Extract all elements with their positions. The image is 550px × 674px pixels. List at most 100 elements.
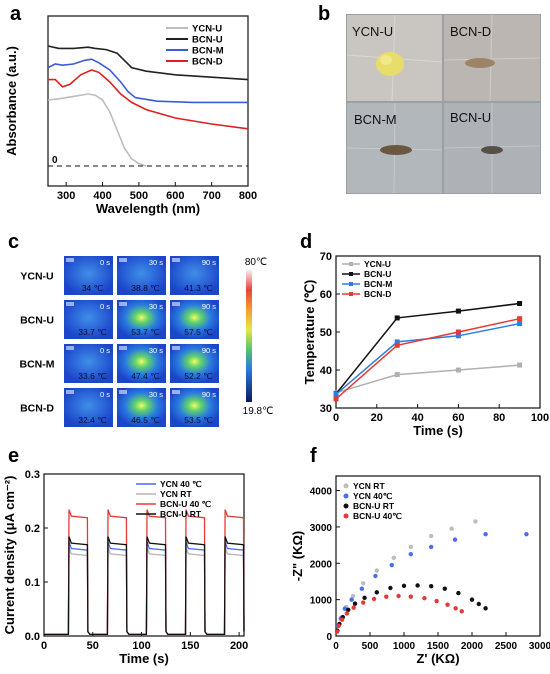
chart-f-point: [445, 602, 450, 607]
chart-f-point: [339, 617, 345, 622]
chart-f-point: [396, 593, 401, 599]
chart-d-ylabel: Temperature (℃): [302, 280, 317, 385]
chart-e-xtick-label: 100: [132, 640, 150, 652]
chart-f-point: [374, 590, 379, 595]
chart-d-point: [394, 342, 400, 348]
chart-d-legend-label: BCN-D: [364, 289, 391, 299]
chart-e-ylabel: Current density (μA cm⁻²): [2, 476, 17, 635]
chart-f-xtick-label: 2500: [495, 641, 518, 652]
photo-label-bcn-m: BCN-M: [354, 112, 397, 127]
chart-a-zero-label: 0: [52, 155, 58, 166]
chart-e-legend-label: YCN RT: [160, 489, 192, 499]
thermal-time-label: 0 s: [100, 302, 110, 311]
chart-d-xtick-label: 0: [333, 412, 339, 424]
chart-f-legend-label: BCN-U RT: [353, 501, 395, 511]
chart-f-point: [459, 609, 464, 614]
chart-f-point: [391, 555, 396, 561]
chart-d-xtick-label: 80: [493, 412, 505, 424]
chart-d-legend-label: BCN-M: [364, 279, 392, 289]
chart-e-xtick-label: 0: [41, 640, 47, 652]
chart-f-point: [469, 597, 475, 602]
chart-d-point: [394, 372, 400, 378]
chart-d-series-line: [335, 302, 520, 395]
thermal-image: [117, 256, 166, 295]
chart-e-series-line: [44, 536, 245, 636]
thermal-scale-min: 19.8℃: [243, 406, 274, 417]
chart-e-legend-label: YCN 40 ℃: [160, 479, 202, 489]
thermal-image: [64, 300, 113, 339]
chart-f-point: [434, 598, 439, 604]
chart-f-point: [401, 583, 407, 589]
thermal-temp-label: 33.6 ℃: [78, 371, 107, 381]
chart-d-ytick-label: 30: [320, 403, 332, 415]
chart-a-xtick-label: 400: [93, 190, 111, 202]
thermal-image: [170, 300, 219, 339]
chart-f-legend-marker: [343, 493, 349, 499]
chart-f-point: [342, 606, 348, 611]
chart-a-xlabel: Wavelength (nm): [96, 201, 200, 216]
chart-d-point: [455, 329, 461, 335]
chart-f-point: [442, 586, 447, 591]
chart-a-ylabel: Absorbance (a.u.): [4, 46, 19, 156]
chart-f-ylabel: -Z" (KΩ): [290, 531, 305, 582]
powder-ycn-u: [376, 52, 404, 76]
chart-f-point: [374, 568, 379, 573]
chart-d-ytick-label: 50: [320, 327, 332, 339]
chart-f-point: [373, 573, 378, 579]
thermal-ui-mark: [119, 302, 127, 306]
panel-label-d: d: [300, 231, 312, 253]
chart-d-xtick-label: 20: [371, 412, 383, 424]
thermal-ui-mark: [66, 346, 74, 350]
thermal-scale-max: 80℃: [245, 257, 267, 268]
powder-bcn-m: [380, 145, 412, 155]
thermal-temp-label: 53.5 ℃: [184, 415, 213, 425]
thermal-time-label: 0 s: [100, 390, 110, 399]
thermal-time-label: 0 s: [100, 346, 110, 355]
chart-a-absorbance: 0 300 400 500 600 700 800 Wavelength (nm) Absorb…: [4, 15, 257, 216]
thermal-ui-mark: [172, 302, 180, 306]
thermal-ui-mark: [119, 390, 127, 394]
thermal-image: [170, 388, 219, 427]
chart-f-xtick-label: 1000: [393, 641, 416, 652]
chart-f-point: [344, 611, 350, 616]
panel-label-a: a: [10, 3, 22, 25]
thermal-temp-label: 47.4 ℃: [131, 371, 160, 381]
chart-d-xtick-label: 60: [452, 412, 464, 424]
thermal-temp-label: 34 ℃: [82, 283, 104, 293]
chart-f-point: [415, 583, 420, 588]
chart-f-point: [473, 519, 478, 524]
chart-f-ytick-label: 1000: [310, 596, 333, 607]
chart-f-point: [351, 605, 356, 610]
thermal-ui-mark: [172, 346, 180, 350]
chart-e-xtick-label: 150: [181, 640, 199, 652]
chart-d-series-line: [335, 364, 520, 394]
thermal-ui-mark: [172, 390, 180, 394]
powder-bcn-d: [465, 58, 495, 68]
chart-f-point: [384, 594, 389, 599]
chart-f-point: [334, 629, 340, 634]
photo-label-bcn-d: BCN-D: [450, 24, 491, 39]
chart-f-point: [350, 593, 356, 599]
chart-f-ytick-label: 3000: [310, 523, 333, 534]
chart-f-point: [483, 606, 488, 611]
chart-f-point: [388, 585, 393, 591]
thermal-row-label: BCN-M: [20, 359, 55, 371]
chart-f-impedance: 0 500 1000 1500 2000 2500 3000 0 1000 2000 3000 400…: [290, 475, 550, 666]
thermal-time-label: 90 s: [202, 302, 216, 311]
chart-e-plot-frame: [43, 473, 245, 637]
chart-a-series-line: [47, 45, 249, 81]
panel-label-b: b: [318, 3, 330, 25]
chart-d-series-line: [335, 317, 520, 400]
thermal-image: [64, 256, 113, 295]
thermal-ui-mark: [66, 390, 74, 394]
panel-label-c: c: [8, 231, 19, 253]
chart-a-xtick-label: 600: [166, 190, 184, 202]
thermal-ui-mark: [119, 258, 127, 262]
chart-d-legend-marker: [349, 272, 353, 276]
chart-d-legend-label: YCN-U: [364, 259, 391, 269]
chart-d-point: [517, 316, 523, 322]
powder-bcn-u: [481, 146, 503, 154]
photo-label-ycn-u: YCN-U: [352, 24, 393, 39]
thermal-time-label: 90 s: [202, 390, 216, 399]
thermal-temp-label: 52.2 ℃: [184, 371, 213, 381]
